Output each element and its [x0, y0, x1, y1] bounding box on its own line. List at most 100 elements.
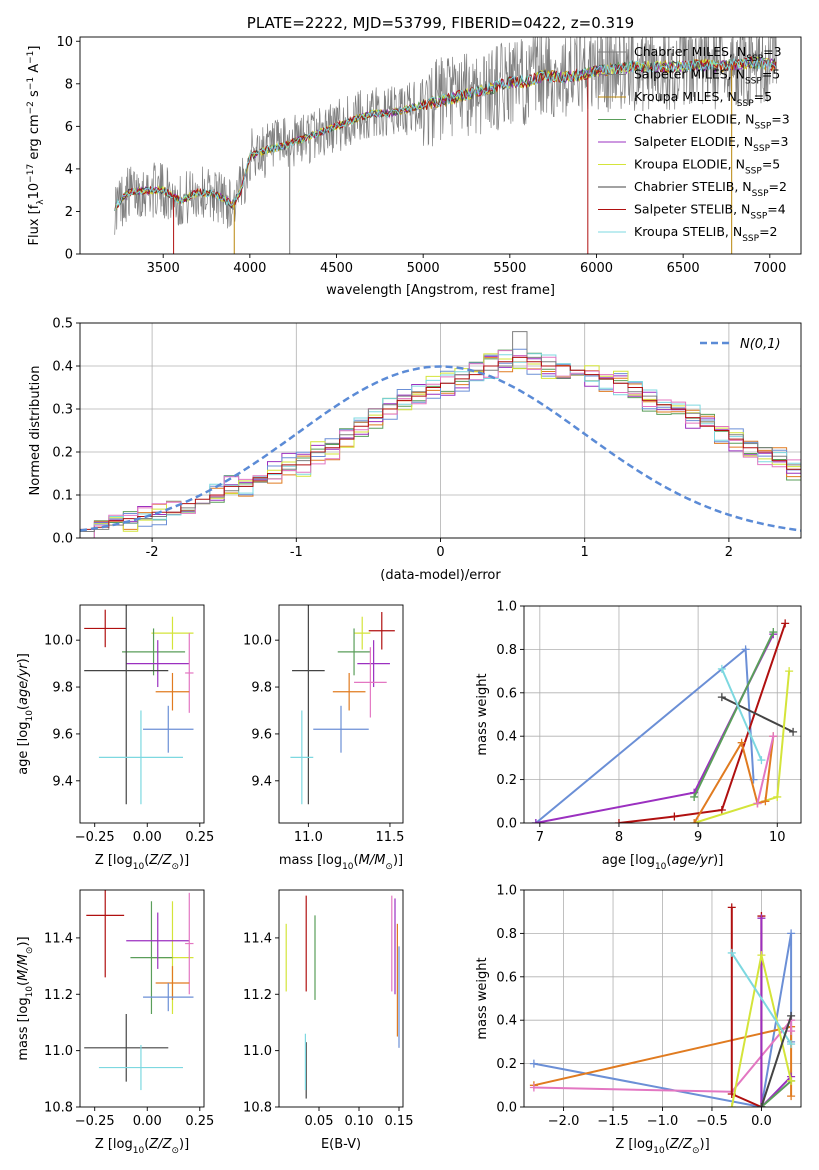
weight-marker	[769, 732, 778, 741]
y-tick-label: 10	[56, 35, 73, 50]
y-tick-label: 9.4	[251, 774, 272, 789]
weight-marker	[781, 619, 790, 628]
y-tick-label: 10.8	[44, 1101, 73, 1116]
y-tick-label: 9.8	[251, 681, 272, 696]
x-axis-label: mass [log10(M/M⊙)]	[279, 853, 403, 872]
y-tick-label: 0.8	[496, 643, 517, 658]
histogram	[80, 350, 801, 538]
legend-label: Salpeter MILES, NSSP=5	[634, 67, 780, 87]
residual-axes: -2 -1 0 1 2 0.0 0.1 0.2 0.3 0.4 0.5 (data-model)/er…	[28, 317, 802, 583]
weight-age-axes: 7 8 9 10 0.0 0.2 0.4 0.6 0.8 1.0 mass weight age [l…	[475, 600, 802, 872]
y-tick-label: 0.8	[496, 927, 517, 942]
weight-marker	[531, 819, 540, 823]
x-axis-label: Z [log10(Z/Z⊙)]	[95, 853, 189, 872]
spectrum-lines	[114, 37, 777, 254]
weight-z-axes: −2.0 −1.5 −1.0 −0.5 0.0 0.0 0.2 0.4 0.6 0.8 1.0 mas…	[475, 884, 802, 1156]
y-axis-label: mass weight	[475, 673, 490, 755]
y-axis-label: age [log10(age/yr)]	[16, 653, 35, 775]
x-axis-label: E(B-V)	[321, 1137, 361, 1152]
axes-frame	[278, 604, 404, 824]
axes-frame	[79, 604, 205, 824]
x-tick-label: 4000	[233, 261, 266, 276]
spectrum-axes: 3500 4000 4500 5000 5500 6000 6500 7000 0 2 4 6 8 10 P…	[26, 14, 802, 298]
legend-label: Kroupa MILES, NSSP=5	[634, 89, 772, 109]
x-tick-label: 7000	[753, 261, 786, 276]
weight-marker	[727, 948, 736, 957]
y-tick-label: 11.2	[243, 988, 272, 1003]
x-tick-label: 11.0	[294, 830, 323, 845]
x-tick-label: 11.5	[375, 830, 404, 845]
x-tick-label: -2	[146, 545, 159, 560]
y-tick-label: 8	[65, 77, 73, 92]
axes-frame	[523, 605, 802, 824]
weight-marker	[761, 797, 770, 806]
legend-label: Chabrier ELODIE, NSSP=3	[634, 112, 790, 132]
x-tick-label: 4500	[320, 261, 353, 276]
weight-marker	[787, 1027, 796, 1036]
x-axis-label: (data-model)/error	[380, 568, 501, 583]
x-tick-label: 5000	[407, 261, 440, 276]
x-tick-label: 0.00	[133, 830, 162, 845]
weight-line	[760, 1080, 792, 1107]
x-tick-label: −2.0	[548, 1114, 580, 1129]
spectrum-line	[114, 56, 777, 212]
y-axis-label: Normed distribution	[28, 366, 43, 496]
legend: Chabrier MILES, NSSP=3 Salpeter MILES, NS…	[598, 44, 790, 244]
weight-marker	[741, 645, 750, 654]
age-z-axes: −0.25 0.00 0.25 9.4 9.6 9.8 10.0 Z [log10(Z/Z⊙)…	[16, 604, 214, 872]
y-tick-label: 11.2	[44, 988, 73, 1003]
mass-ebv-axes: 0.05 0.10 0.15 10.8 11.0 11.2 11.4 E(B-V)	[243, 889, 413, 1152]
x-tick-label: −1.5	[597, 1114, 629, 1129]
y-tick-label: 0.0	[496, 817, 517, 832]
y-tick-label: 0.4	[496, 1014, 517, 1029]
y-tick-label: 10.8	[243, 1101, 272, 1116]
x-tick-label: 7	[536, 830, 544, 845]
y-tick-label: 2	[65, 205, 73, 220]
y-tick-label: 9.6	[52, 727, 73, 742]
histogram	[80, 331, 801, 532]
legend-label: Chabrier STELIB, NSSP=2	[634, 179, 787, 199]
weight-marker	[529, 1059, 538, 1068]
weight-marker	[787, 1076, 796, 1085]
weight-marker	[787, 1040, 796, 1049]
x-tick-label: −0.5	[696, 1114, 728, 1129]
y-tick-label: 0.6	[496, 970, 517, 985]
weight-marker	[753, 799, 762, 808]
y-tick-label: 0.2	[496, 1057, 517, 1072]
gaussian-curve	[80, 365, 801, 532]
weight-marker	[727, 1103, 736, 1107]
weight-marker	[690, 819, 699, 823]
chart-title: PLATE=2222, MJD=53799, FIBERID=0422, z=0…	[247, 14, 634, 32]
weight-marker	[614, 819, 623, 823]
weight-marker	[737, 738, 746, 747]
y-tick-label: 1.0	[496, 600, 517, 615]
x-tick-label: 0	[436, 545, 444, 560]
y-tick-label: 0.0	[52, 532, 73, 547]
y-tick-label: 9.8	[52, 681, 73, 696]
x-tick-label: 0.25	[185, 830, 214, 845]
legend-label: Kroupa STELIB, NSSP=2	[634, 224, 778, 244]
weight-marker	[690, 792, 699, 801]
x-tick-label: 9	[694, 830, 702, 845]
weight-marker	[785, 667, 794, 676]
weight-marker	[757, 1103, 766, 1107]
legend-label: Salpeter STELIB, NSSP=4	[634, 202, 786, 222]
y-tick-label: 11.0	[44, 1044, 73, 1059]
weight-marker	[789, 727, 798, 736]
x-tick-label: 2	[725, 545, 733, 560]
x-tick-label: 6500	[667, 261, 700, 276]
weight-line	[721, 696, 794, 733]
weight-line	[730, 907, 763, 1107]
weight-line	[730, 952, 792, 1045]
weight-line	[618, 623, 787, 823]
y-tick-label: 10.0	[44, 634, 73, 649]
x-tick-label: −0.25	[75, 1114, 115, 1129]
y-tick-label: 11.0	[243, 1044, 272, 1059]
y-tick-label: 0.5	[52, 317, 73, 332]
y-tick-label: 0	[65, 248, 73, 263]
x-axis-label: wavelength [Angstrom, rest frame]	[326, 283, 555, 298]
axes-frame	[79, 889, 205, 1108]
x-tick-label: 5500	[493, 261, 526, 276]
y-tick-label: 0.0	[496, 1101, 517, 1116]
